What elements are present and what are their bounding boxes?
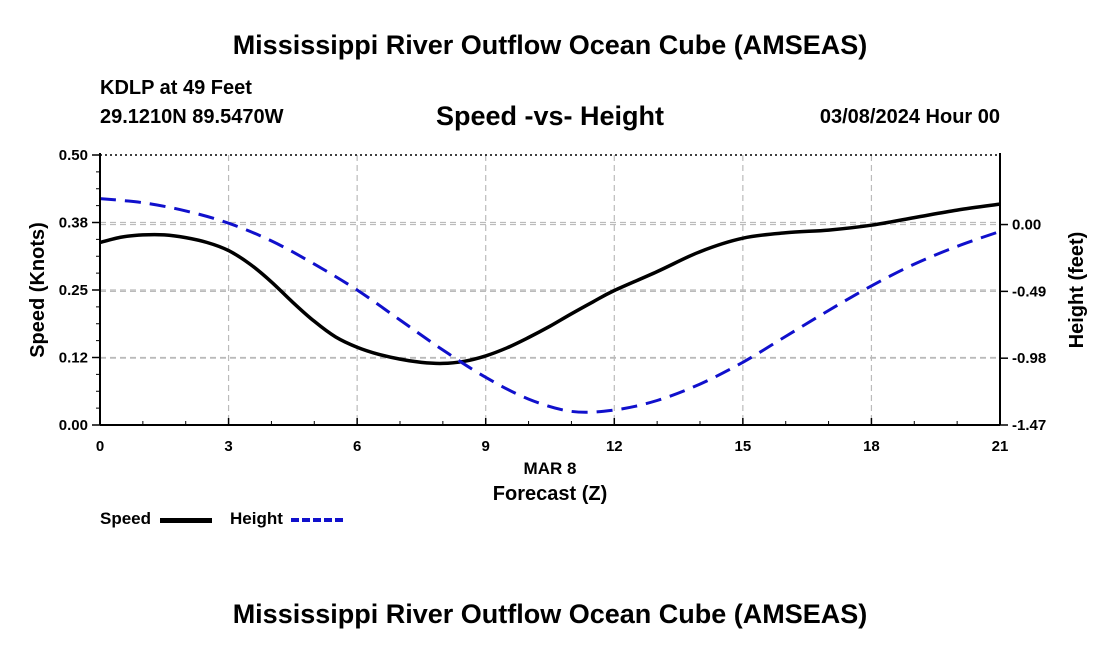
forecast-datetime: 03/08/2024 Hour 00 xyxy=(819,106,1000,128)
legend-height-label: Height xyxy=(230,509,283,528)
legend-speed-swatch xyxy=(160,518,212,523)
y-axis-label: Speed (Knots) xyxy=(27,222,49,358)
y-tick-label: 0.50 xyxy=(59,147,88,164)
y2-tick-label: -1.47 xyxy=(1012,417,1046,434)
axes: 0 3 6 9 12 15 18 21 0.00 0.12 0.25 0.38 0.50 0.00 -0.4… xyxy=(59,147,1046,455)
y2-axis-label: Height (feet) xyxy=(1066,232,1088,349)
y-tick-label: 0.12 xyxy=(59,350,88,367)
x-sublabel: MAR 8 xyxy=(524,459,577,478)
x-tick-label: 0 xyxy=(96,438,104,455)
legend-speed-label: Speed xyxy=(100,509,152,528)
station-label: KDLP at 49 Feet xyxy=(100,77,252,99)
coordinates-label: 29.1210N 89.5470W xyxy=(100,106,284,128)
chart-subtitle: Speed -vs- Height xyxy=(435,101,665,131)
legend-height-swatch xyxy=(291,518,343,522)
x-tick-label: 9 xyxy=(482,438,490,455)
grid xyxy=(100,154,1000,425)
y-tick-label: 0.25 xyxy=(59,282,88,299)
x-tick-label: 3 xyxy=(224,438,232,455)
chart-title: Mississippi River Outflow Ocean Cube (AM… xyxy=(232,30,868,60)
x-tick-label: 12 xyxy=(606,438,623,455)
y-tick-label: 0.00 xyxy=(59,417,88,434)
y2-tick-label: 0.00 xyxy=(1012,217,1041,234)
series xyxy=(99,197,1001,414)
x-tick-label: 18 xyxy=(863,438,880,455)
y2-tick-label: -0.98 xyxy=(1012,350,1046,367)
x-tick-label: 15 xyxy=(735,438,752,455)
axis-labels: MAR 8 Forecast (Z) Speed (Knots) Height … xyxy=(27,222,1088,505)
speed-series-line xyxy=(99,202,1001,366)
height-series-line xyxy=(99,197,1001,414)
x-tick-label: 6 xyxy=(353,438,361,455)
x-tick-label: 21 xyxy=(992,438,1009,455)
y2-tick-label: -0.49 xyxy=(1012,283,1046,300)
footer-title: Mississippi River Outflow Ocean Cube (AM… xyxy=(232,599,868,629)
y-tick-label: 0.38 xyxy=(59,215,88,232)
x-axis-label: Forecast (Z) xyxy=(493,483,607,505)
